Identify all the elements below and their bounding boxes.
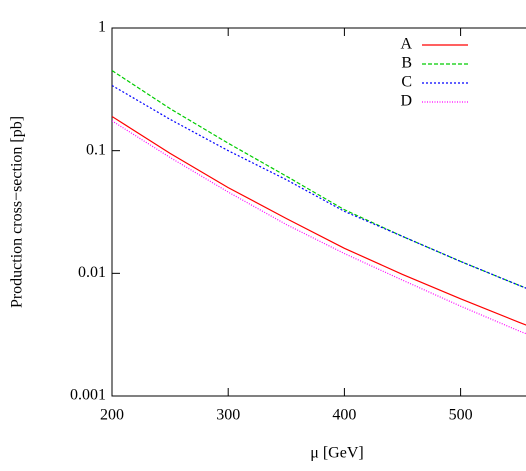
series-line [112,70,526,289]
plot-lines [112,70,526,335]
legend-label: A [400,36,412,53]
x-tick-label: 500 [449,407,473,424]
y-tick-label: 0.1 [86,141,106,158]
legend-label: D [400,93,412,110]
series-line [112,84,526,289]
y-tick-label: 0.01 [78,264,106,281]
x-axis-label: μ [GeV] [310,445,363,462]
series-line [112,115,526,326]
y-tick-label: 1 [98,19,106,36]
y-axis-label: Production cross−section [pb] [9,116,26,308]
legend-label: B [401,55,412,72]
x-tick-label: 200 [100,407,124,424]
series-line [112,120,526,335]
legend-label: C [401,74,412,91]
y-tick-label: 0.001 [70,387,106,404]
plot-frame [111,27,526,397]
x-tick-label: 400 [332,407,356,424]
x-tick-label: 300 [216,407,240,424]
